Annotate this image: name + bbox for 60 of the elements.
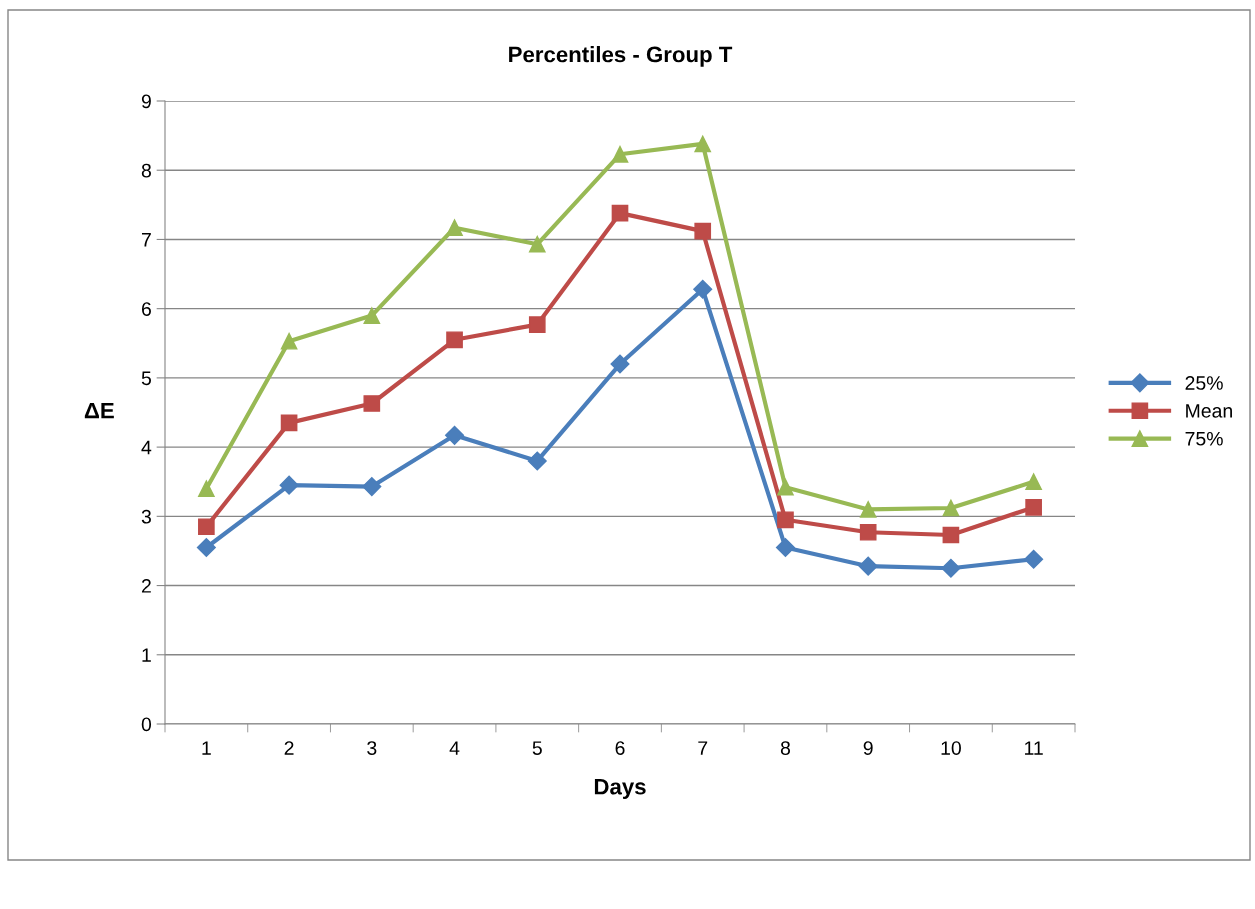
point <box>1025 473 1042 491</box>
point <box>941 558 961 578</box>
point <box>527 451 547 471</box>
y-tick-label: 2 <box>141 579 151 593</box>
point <box>528 316 546 333</box>
point <box>777 478 794 496</box>
chart-title: Percentiles - Group T <box>509 46 733 67</box>
point <box>693 279 713 299</box>
point <box>198 518 215 536</box>
point <box>775 537 795 558</box>
legend-label: 25% <box>1185 376 1223 390</box>
point <box>694 135 712 153</box>
point <box>280 414 298 432</box>
point <box>445 425 465 445</box>
x-tick-label: 1 <box>202 741 211 755</box>
y-tick-label: 4 <box>141 440 152 455</box>
point <box>363 307 381 324</box>
point <box>1024 549 1044 569</box>
x-tick-label: 2 <box>284 741 294 755</box>
x-tick-label: 7 <box>698 741 708 755</box>
point <box>363 395 381 412</box>
y-tick-label: 6 <box>141 302 151 316</box>
point <box>777 511 794 529</box>
legend-label: Mean <box>1186 404 1232 418</box>
legend-label: 75% <box>1185 431 1223 446</box>
point <box>1025 499 1042 516</box>
x-tick-label: 9 <box>863 741 873 755</box>
x-tick-label: 11 <box>1025 741 1043 755</box>
x-tick-label: 5 <box>532 741 542 755</box>
y-tick-label: 1 <box>142 648 151 662</box>
point <box>942 499 960 517</box>
x-tick-label: 3 <box>367 741 377 755</box>
point <box>859 523 877 541</box>
y-tick-label: 0 <box>141 717 152 732</box>
point <box>942 526 960 544</box>
point <box>446 219 463 237</box>
x-tick-label: 4 <box>449 741 460 755</box>
x-tick-label: 8 <box>780 741 791 755</box>
point <box>859 501 877 518</box>
point <box>694 222 712 240</box>
x-tick-label: 10 <box>941 741 961 755</box>
y-tick-label: 8 <box>141 163 151 178</box>
point <box>611 145 629 163</box>
y-tick-label: 9 <box>141 94 151 109</box>
point <box>611 204 629 222</box>
y-tick-label: 7 <box>141 233 151 247</box>
point <box>528 235 546 253</box>
point <box>858 556 878 576</box>
point <box>279 475 299 495</box>
point <box>280 332 298 350</box>
y-tick-label: 5 <box>141 371 151 386</box>
x-tick-label: 6 <box>615 741 625 755</box>
x-axis-title: Days <box>594 779 646 799</box>
point <box>446 331 463 349</box>
y-axis-title: ΔE <box>84 402 114 419</box>
point <box>362 477 382 497</box>
point <box>610 354 630 374</box>
y-tick-label: 3 <box>141 509 151 524</box>
point <box>198 480 215 497</box>
point <box>196 537 216 558</box>
